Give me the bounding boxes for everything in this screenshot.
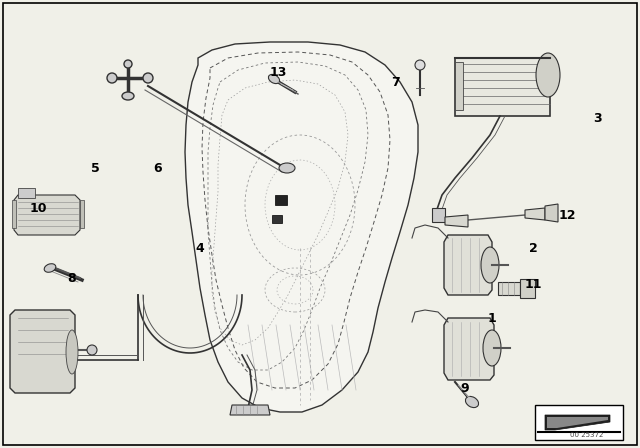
Text: 3: 3 <box>593 112 602 125</box>
Ellipse shape <box>268 74 280 84</box>
Ellipse shape <box>66 330 78 374</box>
Polygon shape <box>12 200 16 228</box>
Text: 5: 5 <box>91 161 99 175</box>
Polygon shape <box>445 215 468 227</box>
Text: 9: 9 <box>461 382 469 395</box>
Ellipse shape <box>536 53 560 97</box>
Text: 13: 13 <box>269 65 287 78</box>
Text: 1: 1 <box>488 311 497 324</box>
Polygon shape <box>545 415 610 430</box>
Text: 6: 6 <box>154 161 163 175</box>
Polygon shape <box>18 188 35 198</box>
Polygon shape <box>14 195 80 235</box>
Ellipse shape <box>465 396 479 408</box>
Polygon shape <box>185 42 418 412</box>
Text: 7: 7 <box>390 76 399 89</box>
Ellipse shape <box>481 247 499 283</box>
Bar <box>275 195 287 205</box>
Polygon shape <box>498 282 520 295</box>
Ellipse shape <box>124 60 132 68</box>
Bar <box>455 58 550 116</box>
Ellipse shape <box>87 345 97 355</box>
Ellipse shape <box>44 264 56 272</box>
Text: 00 25372: 00 25372 <box>570 432 604 438</box>
Bar <box>455 62 463 110</box>
Text: 2: 2 <box>529 241 538 254</box>
Polygon shape <box>80 200 84 228</box>
Ellipse shape <box>107 73 117 83</box>
Polygon shape <box>10 310 75 393</box>
Text: 12: 12 <box>558 208 576 221</box>
Polygon shape <box>525 208 545 220</box>
Polygon shape <box>230 405 270 415</box>
Ellipse shape <box>143 73 153 83</box>
Bar <box>535 405 623 440</box>
Ellipse shape <box>483 330 501 366</box>
Text: 4: 4 <box>196 241 204 254</box>
Bar <box>272 215 282 223</box>
Ellipse shape <box>415 60 425 70</box>
Text: 11: 11 <box>524 279 541 292</box>
Polygon shape <box>444 318 494 380</box>
Text: 8: 8 <box>68 271 76 284</box>
Polygon shape <box>432 208 445 222</box>
Text: 10: 10 <box>29 202 47 215</box>
Ellipse shape <box>279 163 295 173</box>
Ellipse shape <box>122 92 134 100</box>
Polygon shape <box>444 235 492 295</box>
Polygon shape <box>520 279 535 298</box>
Polygon shape <box>545 204 558 222</box>
Polygon shape <box>547 417 608 428</box>
